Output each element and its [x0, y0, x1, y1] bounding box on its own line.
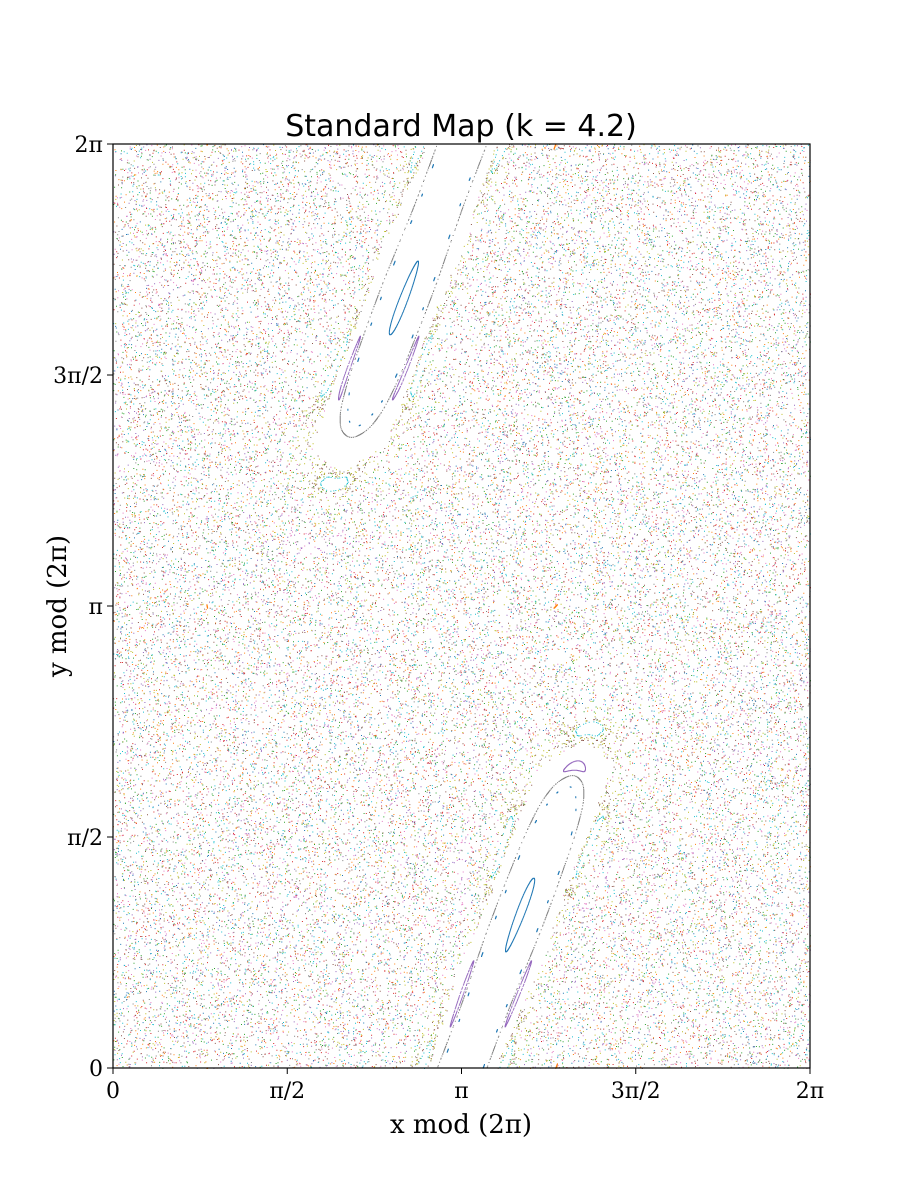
x-tick-label: 3π/2: [611, 1079, 661, 1104]
y-tick-label: 3π/2: [53, 364, 103, 389]
x-axis-ticks: 0 π/2 π 3π/2 2π: [106, 1068, 824, 1104]
y-tick-label: 0: [89, 1057, 103, 1082]
y-tick-label: π/2: [67, 826, 103, 851]
y-tick-label: π: [89, 595, 103, 620]
y-axis-ticks: 0 π/2 π 3π/2 2π: [53, 133, 113, 1082]
y-tick-label: 2π: [75, 133, 103, 158]
x-tick-label: 2π: [796, 1079, 824, 1104]
x-tick-label: 0: [106, 1079, 120, 1104]
y-axis-label: y mod (2π): [43, 535, 73, 678]
chart-title: Standard Map (k = 4.2): [285, 109, 637, 144]
x-tick-label: π: [454, 1079, 468, 1104]
x-tick-label: π/2: [269, 1079, 305, 1104]
x-axis-label: x mod (2π): [390, 1110, 532, 1140]
